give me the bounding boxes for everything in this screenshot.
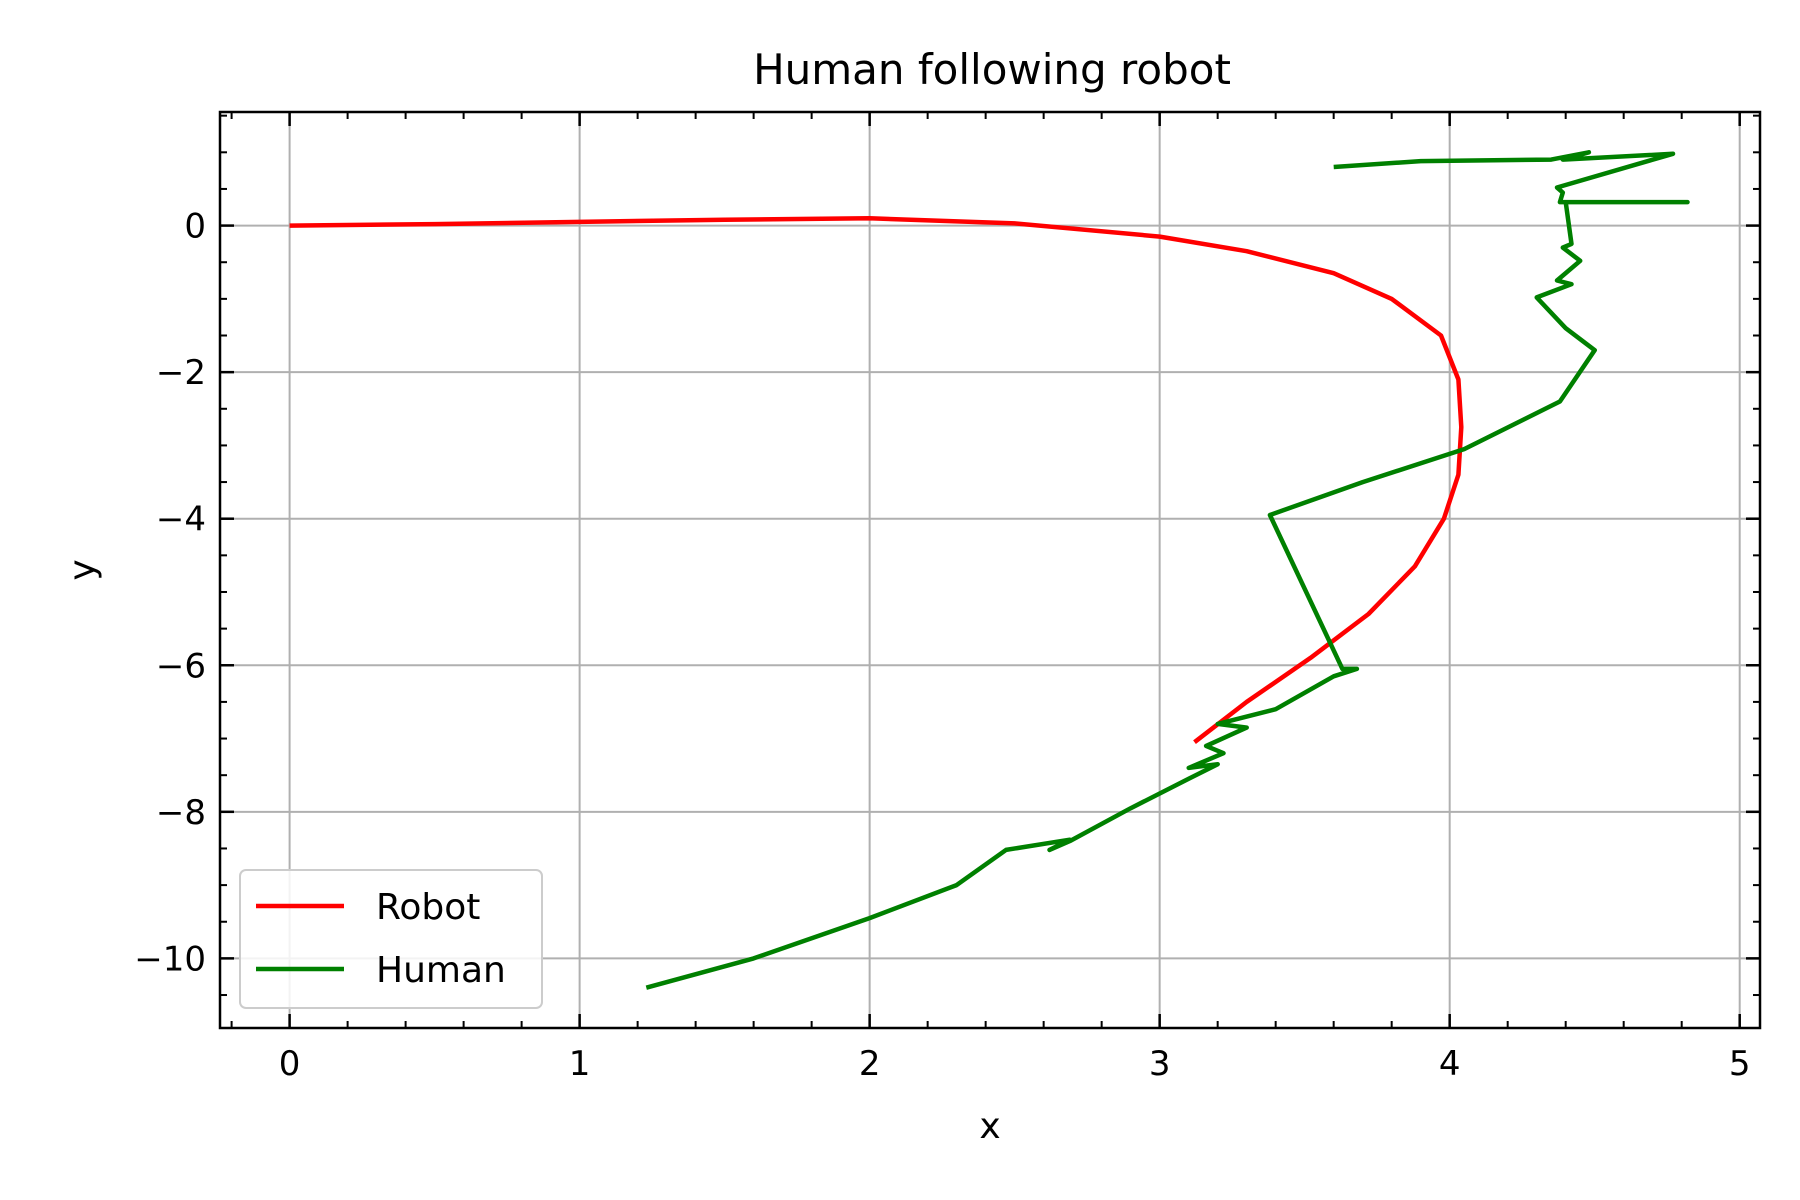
- x-tick-label: 5: [1729, 1044, 1751, 1084]
- y-tick-label: 0: [184, 207, 206, 247]
- y-axis-label: y: [62, 559, 103, 580]
- y-tick-label: −2: [156, 353, 206, 393]
- legend-label-robot: Robot: [376, 887, 480, 928]
- chart-title: Human following robot: [753, 45, 1231, 94]
- series-line-human: [645, 150, 1690, 990]
- legend-label-human: Human: [376, 950, 506, 991]
- series-layer: [289, 150, 1690, 990]
- legend: Robot Human: [239, 869, 543, 1009]
- ticks: [220, 112, 1760, 1028]
- tick-labels: 0 1 2 3 4 5 0 −2 −4 −6 −8 −10: [134, 207, 1750, 1084]
- x-tick-label: 0: [279, 1044, 301, 1084]
- y-tick-label: −8: [156, 793, 206, 833]
- x-tick-label: 4: [1439, 1044, 1461, 1084]
- y-tick-label: −6: [156, 646, 206, 686]
- x-axis-label: x: [979, 1106, 1000, 1147]
- plot-frame: [218, 110, 1762, 1030]
- series-line-robot: [289, 216, 1464, 744]
- x-tick-label: 1: [569, 1044, 591, 1084]
- y-tick-label: −10: [134, 939, 206, 979]
- y-tick-label: −4: [156, 500, 206, 540]
- x-tick-label: 3: [1149, 1044, 1171, 1084]
- x-tick-label: 2: [859, 1044, 881, 1084]
